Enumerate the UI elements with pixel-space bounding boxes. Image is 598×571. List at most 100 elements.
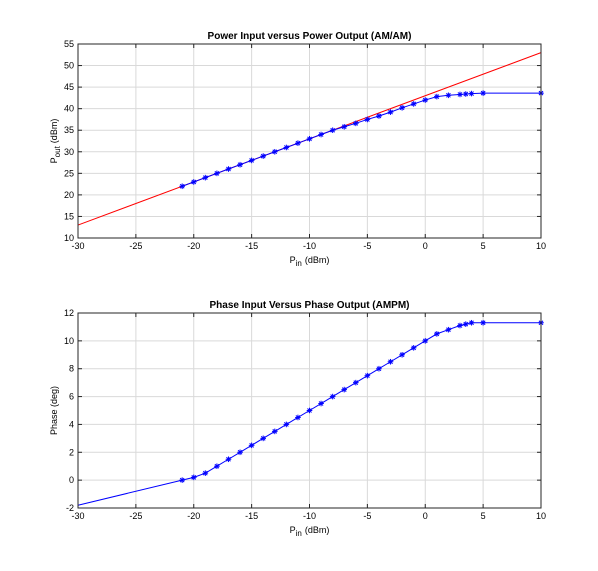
ampm-xtick-label: -15 [245, 511, 258, 521]
amam-x-axis-label: Pin (dBm) [290, 255, 330, 268]
ampm-series-1-point [260, 435, 266, 442]
ampm-series-1-point [434, 331, 440, 337]
amam-series-1-point [248, 157, 255, 164]
ampm-chart-title: Phase Input Versus Phase Output (AMPM) [209, 300, 409, 311]
amam-ytick-label: 45 [64, 82, 74, 92]
amam-series-1-point [410, 101, 417, 107]
amam-xtick-label: -25 [129, 241, 142, 251]
amam-ytick-label: 10 [64, 233, 74, 243]
amam-ytick-label: 25 [64, 168, 74, 178]
amam-series-1-point [271, 148, 278, 155]
ampm-ytick-label: 0 [69, 475, 74, 485]
amam-series-1-point [434, 93, 440, 100]
ampm-series-1-point [364, 372, 371, 379]
ampm-series-1-point [353, 379, 359, 386]
ampm-ytick-label: 12 [64, 308, 74, 318]
amam-series-1-point [387, 109, 394, 115]
ampm-ytick-label: 10 [64, 336, 74, 346]
ampm-series-1-point [445, 326, 452, 333]
ampm-series-1-point [202, 470, 209, 476]
amam-series-1-point [306, 136, 313, 142]
amam-series-1-point [237, 161, 243, 168]
ampm-series-1-point [318, 400, 324, 407]
ampm-ytick-label: -2 [66, 503, 74, 513]
amam-ytick-label: 20 [64, 190, 74, 200]
ampm-xtick-label: -20 [187, 511, 200, 521]
ampm-series-1-point [387, 358, 394, 365]
ampm-series-1-point [283, 421, 290, 428]
amam-series-1-point [283, 144, 290, 151]
amam-series-1-point [329, 127, 336, 134]
amam-ytick-label: 15 [64, 211, 74, 221]
amam-chart: -30 -25 -20 -15 -10 -5 0 5 10 10 15 20 25 30 35 40 45 50 5… [49, 31, 546, 268]
amam-series-1-point [376, 113, 382, 119]
ampm-series-1-point [376, 365, 382, 372]
ampm-series-1-point [306, 407, 313, 414]
ampm-series-0-line [77, 479, 183, 506]
ampm-xtick-label: -30 [71, 511, 84, 521]
amam-series-1-point [480, 90, 486, 96]
ampm-ytick-label: 8 [69, 364, 74, 374]
ampm-series-1-point [422, 338, 429, 344]
amam-series-1-point [353, 120, 359, 127]
amam-xtick-label: -5 [363, 241, 371, 251]
amam-ytick-label: 30 [64, 147, 74, 157]
amam-series-1-point [295, 140, 301, 146]
ampm-x-axis-label: Pin (dBm) [290, 525, 330, 538]
amam-series-1-point [462, 91, 469, 97]
ampm-series-1-point [248, 442, 255, 449]
amam-ytick-label: 50 [64, 61, 74, 71]
amam-series-1-point [341, 123, 348, 130]
amam-series-1-point [468, 90, 475, 97]
amam-xtick-label: -10 [303, 241, 316, 251]
ampm-xtick-label: -25 [129, 511, 142, 521]
ampm-y-axis-label: Phase (deg) [49, 386, 59, 435]
amam-series-1-point [260, 153, 266, 159]
ampm-ytick-label: 6 [69, 392, 74, 402]
ampm-xtick-label: 10 [536, 511, 546, 521]
ampm-series-1-point [410, 345, 417, 351]
ampm-series-1-point [468, 319, 475, 326]
amam-xtick-label: 10 [536, 241, 546, 251]
amam-series-1-point [399, 105, 405, 111]
ampm-series-1-point [237, 449, 243, 456]
ampm-series-1-point [329, 393, 336, 400]
ampm-xtick-label: -5 [363, 511, 371, 521]
ampm-series-1-point [179, 477, 185, 483]
ampm-ytick-label: 2 [69, 447, 74, 457]
ampm-series-1-point [480, 319, 486, 326]
ampm-series-1-point [341, 386, 348, 393]
amam-series-1-point [318, 131, 324, 138]
ampm-series-1-point [399, 351, 405, 358]
ampm-ytick-label: 4 [69, 419, 74, 429]
amam-series-1-point [445, 92, 452, 99]
amam-xtick-label: -15 [245, 241, 258, 251]
ampm-xtick-label: -10 [303, 511, 316, 521]
amam-ytick-label: 40 [64, 104, 74, 114]
amam-chart-title: Power Input versus Power Output (AM/AM) [208, 31, 412, 42]
amam-series-1-point [202, 174, 209, 181]
amam-xtick-label: -30 [71, 241, 84, 251]
ampm-xtick-label: 5 [481, 511, 486, 521]
amam-xtick-label: -20 [187, 241, 200, 251]
amam-series-1-point [214, 170, 220, 177]
amam-xtick-label: 5 [481, 241, 486, 251]
amam-xtick-label: 0 [423, 241, 428, 251]
ampm-series-1-point [271, 428, 278, 435]
ampm-series-1-point [457, 322, 463, 329]
ampm-series-1-point [225, 456, 232, 463]
ampm-series-1-point [190, 474, 197, 481]
amam-series-1-point [190, 179, 197, 185]
ampm-series-1-point [462, 321, 469, 327]
amam-y-axis-label: Pout(dBm) [49, 119, 62, 164]
ampm-series-1-point [295, 414, 301, 421]
amam-series-1-point [457, 91, 463, 98]
ampm-series-1-point [214, 463, 220, 470]
amam-series-1-point [225, 166, 232, 172]
amam-series-1-point [179, 183, 185, 190]
amam-series-1-point [422, 97, 429, 103]
amam-ytick-label: 35 [64, 125, 74, 135]
amam-series-1-point [364, 116, 371, 123]
